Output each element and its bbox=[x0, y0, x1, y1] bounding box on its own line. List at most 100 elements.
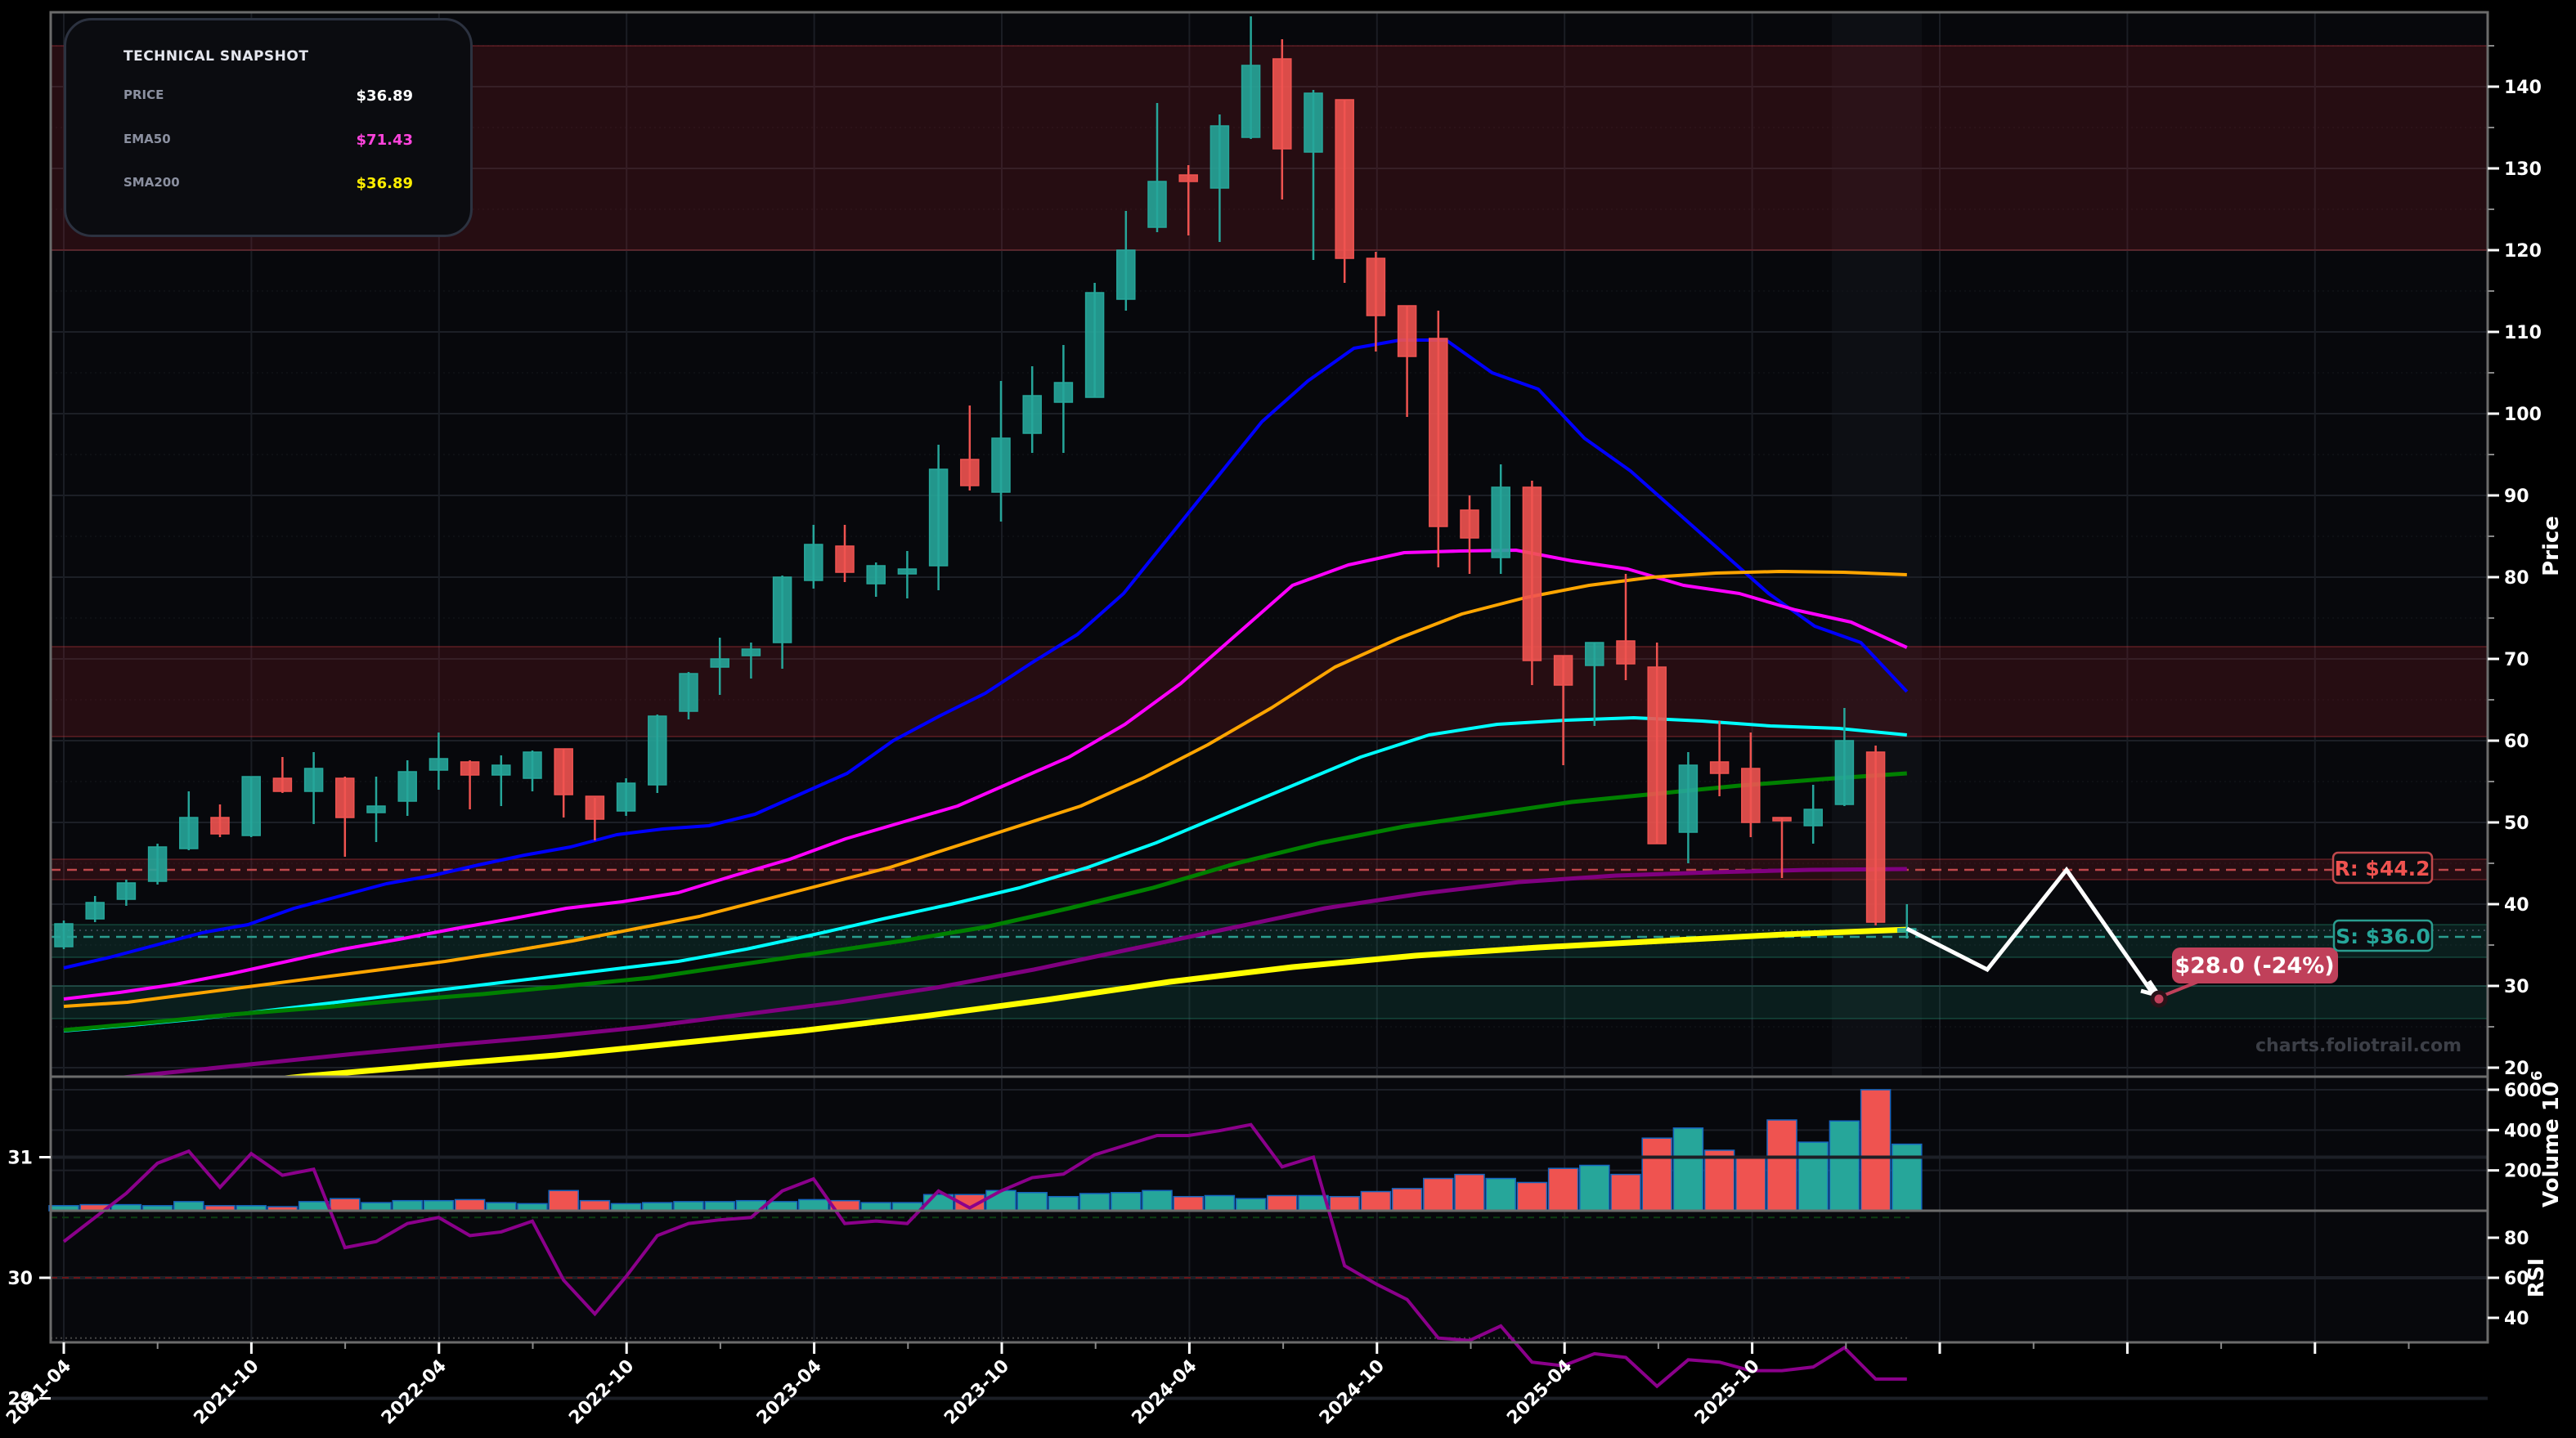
svg-text:30: 30 bbox=[7, 1269, 33, 1289]
svg-text:S: $36.0: S: $36.0 bbox=[2336, 925, 2430, 948]
volume-bar bbox=[298, 1201, 330, 1212]
candle bbox=[928, 445, 949, 590]
candle bbox=[1678, 752, 1699, 863]
svg-text:80: 80 bbox=[2504, 568, 2529, 589]
svg-text:120: 120 bbox=[2504, 241, 2542, 262]
snapshot-value: $36.89 bbox=[356, 87, 413, 105]
volume-bar bbox=[1703, 1149, 1735, 1212]
watermark: charts.foliotrail.com bbox=[2255, 1036, 2462, 1056]
candle bbox=[1741, 732, 1761, 837]
ma-blue-line bbox=[63, 338, 1909, 970]
target-label: $28.0 (-24%) bbox=[2172, 947, 2338, 983]
svg-text:70: 70 bbox=[2504, 650, 2529, 670]
snapshot-label: SMA200 bbox=[123, 175, 180, 190]
candle bbox=[1209, 114, 1230, 242]
candle bbox=[1647, 643, 1667, 844]
candle bbox=[1366, 252, 1386, 352]
ma-purple-line bbox=[63, 867, 1907, 1086]
volume-bar bbox=[392, 1199, 423, 1212]
ma-magenta-line bbox=[63, 549, 1908, 1001]
candle bbox=[1429, 311, 1448, 567]
volume-bar bbox=[1516, 1181, 1548, 1212]
volume-bar bbox=[579, 1199, 611, 1212]
svg-text:100: 100 bbox=[2504, 405, 2542, 425]
rsi-line bbox=[62, 1122, 1907, 1389]
candle bbox=[116, 880, 137, 906]
svg-text:60: 60 bbox=[2504, 1269, 2529, 1289]
candle bbox=[491, 755, 511, 806]
svg-text:140: 140 bbox=[2504, 78, 2542, 98]
candle bbox=[1084, 283, 1105, 398]
volume-bar bbox=[1111, 1192, 1142, 1212]
volume-bar bbox=[1142, 1189, 1173, 1212]
candle bbox=[679, 672, 698, 719]
technical-snapshot-panel: TECHNICAL SNAPSHOT PRICE $36.89 EMA50 $7… bbox=[64, 18, 473, 237]
sma200-line bbox=[63, 926, 1907, 1100]
candle bbox=[179, 791, 199, 850]
volume-bar bbox=[173, 1201, 204, 1212]
candle bbox=[1053, 345, 1074, 453]
svg-text:130: 130 bbox=[2504, 159, 2542, 180]
volume-bar bbox=[330, 1198, 361, 1212]
ma-orange-line bbox=[63, 570, 1907, 1008]
resistance-label: R: $44.2 bbox=[2331, 851, 2434, 885]
snapshot-title: TECHNICAL SNAPSHOT bbox=[123, 48, 309, 65]
candle bbox=[1147, 103, 1167, 232]
volume-bar bbox=[1829, 1120, 1860, 1212]
volume-bar bbox=[1235, 1198, 1267, 1212]
svg-text:$28.0 (-24%): $28.0 (-24%) bbox=[2174, 953, 2334, 979]
ma-cyan-line bbox=[63, 716, 1907, 1033]
candle bbox=[147, 844, 168, 885]
support-label: S: $36.0 bbox=[2332, 919, 2434, 952]
volume-bar bbox=[1048, 1195, 1079, 1212]
candle bbox=[1709, 721, 1730, 796]
candle bbox=[554, 748, 573, 818]
volume-bar bbox=[1672, 1127, 1704, 1212]
candle bbox=[523, 750, 542, 791]
volume-bar bbox=[1766, 1119, 1797, 1212]
snapshot-row-sma200: SMA200 $36.89 bbox=[123, 175, 413, 195]
candle bbox=[616, 778, 636, 816]
snapshot-row-ema50: EMA50 $71.43 bbox=[123, 132, 413, 151]
candle bbox=[585, 795, 605, 840]
volume-bar bbox=[1892, 1143, 1923, 1212]
svg-text:30: 30 bbox=[2504, 977, 2529, 997]
candle bbox=[1522, 481, 1542, 685]
svg-text:Volume 10: Volume 10 bbox=[2539, 1082, 2564, 1207]
candle bbox=[804, 525, 824, 589]
candle bbox=[1491, 464, 1510, 574]
candle bbox=[54, 921, 74, 949]
svg-text:20: 20 bbox=[2504, 1059, 2529, 1079]
candle bbox=[303, 752, 324, 824]
candle bbox=[1616, 574, 1636, 680]
volume-bar bbox=[1016, 1192, 1048, 1212]
candle bbox=[1803, 785, 1823, 844]
candle bbox=[772, 576, 792, 669]
candle bbox=[1178, 165, 1198, 235]
candle bbox=[460, 760, 480, 809]
svg-text:80: 80 bbox=[2504, 1229, 2529, 1249]
candle bbox=[1460, 495, 1479, 574]
volume-bar bbox=[673, 1201, 704, 1212]
snapshot-row-price: PRICE $36.89 bbox=[123, 87, 413, 107]
svg-text:Price: Price bbox=[2539, 516, 2564, 576]
svg-text:600: 600 bbox=[2504, 1081, 2542, 1101]
svg-text:29: 29 bbox=[7, 1390, 33, 1410]
volume-bar bbox=[1329, 1195, 1360, 1212]
rsi-panel bbox=[51, 1122, 2488, 1400]
snapshot-value: $71.43 bbox=[356, 132, 413, 149]
candle bbox=[1772, 817, 1792, 878]
resistance-zone bbox=[50, 646, 2488, 737]
candle bbox=[1553, 655, 1573, 765]
svg-text:40: 40 bbox=[2504, 895, 2529, 916]
candle bbox=[1304, 90, 1323, 260]
svg-text:50: 50 bbox=[2504, 813, 2529, 834]
candle bbox=[897, 551, 918, 598]
svg-text:200: 200 bbox=[2504, 1162, 2542, 1182]
volume-bar bbox=[704, 1201, 735, 1212]
volume-bar bbox=[1391, 1188, 1423, 1212]
volume-bar bbox=[1360, 1190, 1392, 1212]
volume-bar bbox=[766, 1201, 798, 1212]
candle bbox=[741, 643, 761, 679]
